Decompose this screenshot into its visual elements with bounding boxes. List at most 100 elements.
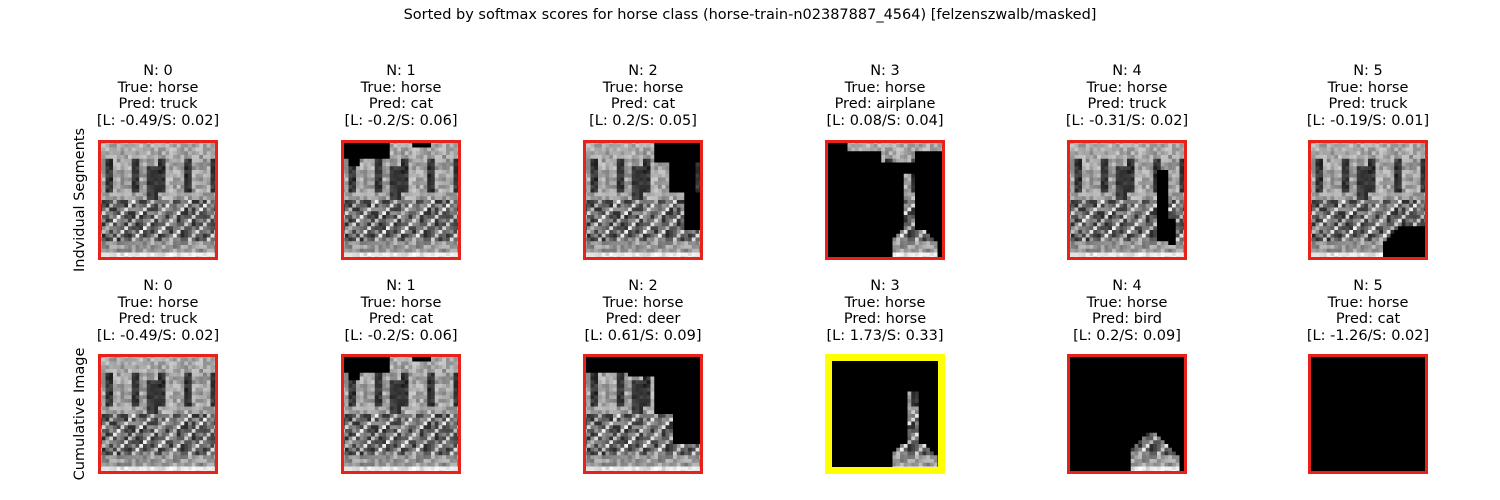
row-label: Indvidual Segments — [72, 127, 88, 273]
panel-title: N: 0 — [143, 278, 173, 294]
image-thumbnail — [1308, 354, 1428, 474]
image-frame — [98, 140, 218, 260]
panel-prediction: Pred: truck — [1328, 96, 1408, 112]
masked-image — [825, 354, 945, 474]
image-frame — [1308, 140, 1428, 260]
image-panel: N: 5 True: horse Pred: truck [L: -0.19/S: 0… — [1248, 63, 1488, 260]
panel-scores: [L: -1.26/S: 0.02] — [1306, 327, 1430, 344]
figure-suptitle: Sorted by softmax scores for horse class… — [403, 7, 1097, 23]
panel-scores: [L: -0.19/S: 0.01] — [1306, 112, 1430, 129]
image-frame — [583, 140, 703, 260]
masked-image — [1308, 354, 1428, 474]
image-panel: N: 5 True: horse Pred: cat [L: -1.26/S: 0.0… — [1248, 278, 1488, 474]
masked-image — [583, 354, 703, 474]
panel-title: N: 2 — [628, 278, 658, 294]
image-panel: N: 4 True: horse Pred: truck [L: -0.31/S: 0… — [1007, 63, 1247, 260]
panel-scores: [L: -0.2/S: 0.06] — [344, 112, 458, 129]
panel-scores: [L: -0.49/S: 0.02] — [96, 112, 220, 129]
panel-prediction: Pred: truck — [118, 311, 198, 327]
panel-prediction: Pred: deer — [605, 311, 681, 327]
panel-scores: [L: -0.31/S: 0.02] — [1065, 112, 1189, 129]
image-thumbnail — [1308, 140, 1428, 260]
panel-scores: [L: 0.2/S: 0.09] — [1073, 327, 1181, 344]
image-frame — [98, 354, 218, 474]
image-thumbnail — [1067, 140, 1187, 260]
image-thumbnail — [341, 354, 461, 474]
image-frame — [583, 354, 703, 474]
panel-prediction: Pred: cat — [610, 96, 676, 112]
image-thumbnail — [583, 354, 703, 474]
image-frame — [1067, 354, 1187, 474]
image-frame — [825, 354, 945, 474]
panel-true-label: True: horse — [360, 294, 442, 311]
masked-image — [98, 354, 218, 474]
panel-true-label: True: horse — [602, 79, 684, 96]
image-panel: N: 0 True: horse Pred: truck [L: -0.49/S: 0… — [38, 63, 278, 260]
masked-image — [1067, 354, 1187, 474]
image-thumbnail — [98, 140, 218, 260]
image-thumbnail — [1067, 354, 1187, 474]
image-thumbnail — [98, 354, 218, 474]
image-frame — [1067, 140, 1187, 260]
image-frame — [825, 140, 945, 260]
masked-image — [583, 140, 703, 260]
panel-true-label: True: horse — [1327, 79, 1409, 96]
panel-prediction: Pred: cat — [368, 311, 434, 327]
panel-true-label: True: horse — [844, 294, 926, 311]
panel-title: N: 4 — [1112, 63, 1142, 79]
masked-image — [825, 140, 945, 260]
image-panel: N: 2 True: horse Pred: cat [L: 0.2/S: 0.05] — [523, 63, 763, 260]
image-panel: N: 3 True: horse Pred: airplane [L: 0.08/S:… — [765, 63, 1005, 260]
image-panel: N: 1 True: horse Pred: cat [L: -0.2/S: 0.06… — [281, 63, 521, 260]
image-panel: N: 2 True: horse Pred: deer [L: 0.61/S: 0.0… — [523, 278, 763, 474]
panel-title: N: 1 — [386, 278, 416, 294]
panel-title: N: 0 — [143, 63, 173, 79]
panel-title: N: 3 — [870, 278, 900, 294]
panel-prediction: Pred: cat — [368, 96, 434, 112]
panel-scores: [L: 0.08/S: 0.04] — [826, 112, 944, 129]
panel-scores: [L: -0.49/S: 0.02] — [96, 327, 220, 344]
image-thumbnail — [825, 140, 945, 260]
panel-true-label: True: horse — [117, 294, 199, 311]
panel-title: N: 5 — [1353, 278, 1383, 294]
panel-prediction: Pred: bird — [1092, 311, 1162, 327]
image-thumbnail — [341, 140, 461, 260]
panel-true-label: True: horse — [1327, 294, 1409, 311]
image-frame — [1308, 354, 1428, 474]
image-panel: N: 4 True: horse Pred: bird [L: 0.2/S: 0.09… — [1007, 278, 1247, 474]
panel-true-label: True: horse — [360, 79, 442, 96]
panel-title: N: 3 — [870, 63, 900, 79]
panel-prediction: Pred: truck — [1087, 96, 1167, 112]
panel-true-label: True: horse — [1086, 79, 1168, 96]
panel-prediction: Pred: truck — [118, 96, 198, 112]
panel-title: N: 1 — [386, 63, 416, 79]
panel-title: N: 4 — [1112, 278, 1142, 294]
panel-prediction: Pred: airplane — [834, 96, 936, 112]
panel-true-label: True: horse — [844, 79, 926, 96]
panel-scores: [L: 0.2/S: 0.05] — [589, 112, 697, 129]
masked-image — [341, 354, 461, 474]
panel-title: N: 2 — [628, 63, 658, 79]
image-thumbnail — [825, 354, 945, 474]
panel-scores: [L: 1.73/S: 0.33] — [826, 327, 944, 344]
panel-scores: [L: 0.61/S: 0.09] — [584, 327, 702, 344]
panel-true-label: True: horse — [1086, 294, 1168, 311]
masked-image — [1067, 140, 1187, 260]
image-panel: N: 0 True: horse Pred: truck [L: -0.49/S: 0… — [38, 278, 278, 474]
image-frame — [341, 140, 461, 260]
panel-prediction: Pred: horse — [843, 311, 927, 327]
panel-true-label: True: horse — [602, 294, 684, 311]
image-frame — [341, 354, 461, 474]
masked-image — [1308, 140, 1428, 260]
panel-scores: [L: -0.2/S: 0.06] — [344, 327, 458, 344]
masked-image — [341, 140, 461, 260]
panel-prediction: Pred: cat — [1335, 311, 1401, 327]
image-panel: N: 3 True: horse Pred: horse [L: 1.73/S: 0.… — [765, 278, 1005, 474]
image-panel: N: 1 True: horse Pred: cat [L: -0.2/S: 0.06… — [281, 278, 521, 474]
image-thumbnail — [583, 140, 703, 260]
panel-true-label: True: horse — [117, 79, 199, 96]
row-label: Cumulative Image — [72, 347, 88, 481]
panel-title: N: 5 — [1353, 63, 1383, 79]
masked-image — [98, 140, 218, 260]
